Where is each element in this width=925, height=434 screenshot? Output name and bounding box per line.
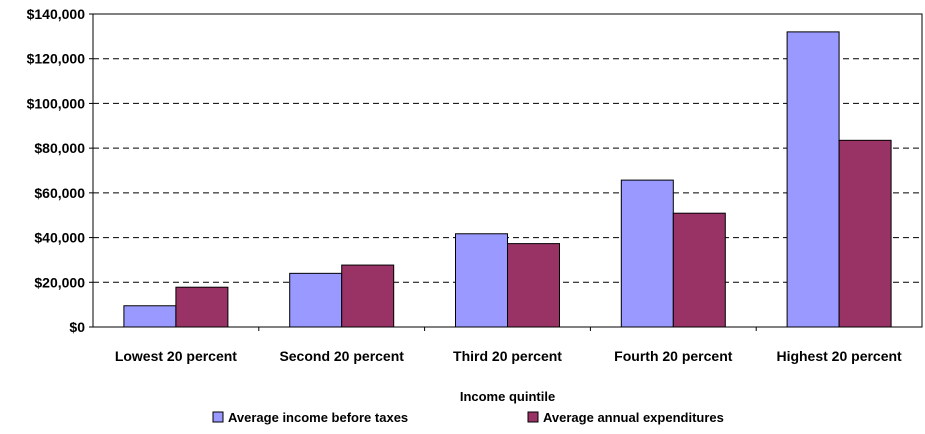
y-tick-label: $140,000 (27, 6, 86, 22)
x-axis-tick-labels: Lowest 20 percent Second 20 percent Third … (115, 327, 902, 364)
axes (92, 13, 923, 328)
legend-label: Average income before taxes (228, 410, 408, 425)
y-tick-label: $40,000 (34, 230, 85, 246)
x-tick-label: Fourth 20 percent (614, 348, 733, 364)
y-tick-label: $80,000 (34, 140, 85, 156)
legend-swatch (527, 411, 539, 423)
y-tick-label: $0 (69, 319, 85, 335)
bar-expenditures (175, 286, 229, 328)
bar-income (455, 233, 508, 328)
bar-expenditures (507, 243, 560, 328)
y-tick-label: $100,000 (27, 95, 86, 111)
bar-income (289, 272, 343, 328)
legend: Average income before taxes Average annua… (212, 410, 724, 425)
plot-area-frame (92, 13, 923, 328)
legend-label: Average annual expenditures (543, 410, 724, 425)
y-tick-label: $60,000 (34, 185, 85, 201)
bar-income (786, 31, 840, 328)
y-axis-tick-labels: $0 $20,000 $40,000 $60,000 $80,000 $100,000 $1… (27, 6, 93, 335)
x-tick-label: Second 20 percent (279, 348, 404, 364)
y-tick-label: $20,000 (34, 274, 85, 290)
x-tick-label: Lowest 20 percent (115, 348, 237, 364)
bar-expenditures (838, 139, 892, 328)
bar-income (620, 179, 674, 328)
bar-income (123, 305, 177, 328)
x-axis-title: Income quintile (460, 389, 555, 404)
y-tick-label: $120,000 (27, 51, 86, 67)
x-tick-label: Highest 20 percent (776, 348, 902, 364)
bar-expenditures (341, 264, 395, 328)
legend-swatch (212, 411, 224, 423)
bar-expenditures (672, 212, 726, 328)
bars (123, 31, 892, 328)
x-tick-label: Third 20 percent (453, 348, 562, 364)
